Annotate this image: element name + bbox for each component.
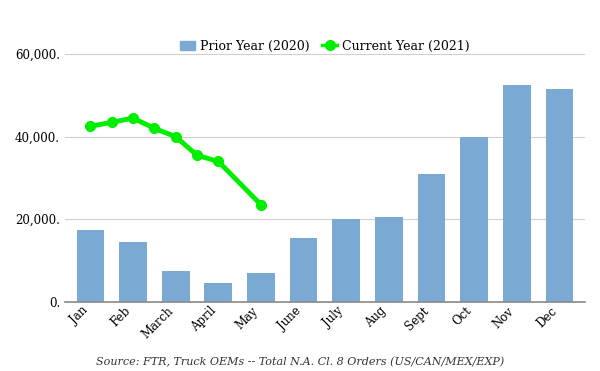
Bar bbox=[375, 217, 403, 302]
Bar bbox=[503, 85, 530, 302]
Text: Source: FTR, Truck OEMs -- Total N.A. Cl. 8 Orders (US/CAN/MEX/EXP): Source: FTR, Truck OEMs -- Total N.A. Cl… bbox=[96, 357, 504, 367]
Bar bbox=[205, 283, 232, 302]
Bar bbox=[247, 273, 275, 302]
Bar bbox=[162, 271, 190, 302]
Bar bbox=[418, 174, 445, 302]
Bar bbox=[77, 230, 104, 302]
Bar bbox=[332, 219, 360, 302]
Legend: Prior Year (2020), Current Year (2021): Prior Year (2020), Current Year (2021) bbox=[180, 40, 470, 53]
Bar bbox=[290, 238, 317, 302]
Bar bbox=[119, 242, 147, 302]
Bar bbox=[545, 89, 573, 302]
Bar bbox=[460, 137, 488, 302]
